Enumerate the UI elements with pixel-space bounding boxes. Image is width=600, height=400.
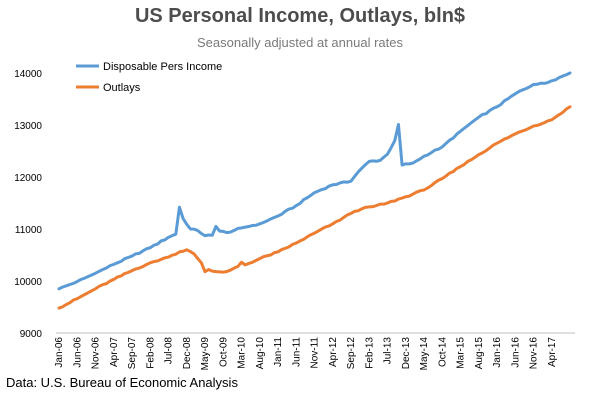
x-tick-label: Nov-16 (529, 337, 540, 370)
x-tick-label: Aug-10 (255, 337, 266, 370)
y-tick-label: 9000 (20, 329, 43, 340)
legend-label: Disposable Pers Income (103, 61, 222, 73)
x-tick-label: Sep-07 (127, 337, 138, 370)
x-tick-label: Feb-13 (364, 337, 375, 369)
x-tick-label: Oct-14 (437, 337, 448, 367)
x-tick-label: Apr-07 (109, 337, 120, 367)
x-tick-label: Sep-12 (346, 337, 357, 370)
source-note: Data: U.S. Bureau of Economic Analysis (6, 375, 238, 390)
y-tick-label: 10000 (14, 277, 42, 288)
x-tick-label: Mar-10 (237, 337, 248, 369)
legend-label: Outlays (103, 82, 141, 94)
x-tick-label: Nov-11 (310, 337, 321, 369)
x-tick-label: Oct-09 (218, 337, 229, 367)
x-tick-label: Dec-08 (182, 337, 193, 370)
x-tick-label: Apr-12 (328, 337, 339, 367)
x-tick-label: Dec-13 (401, 337, 412, 370)
chart-title: US Personal Income, Outlays, bln$ (134, 5, 466, 27)
series-line-disposable-income (57, 71, 572, 291)
chart-subtitle: Seasonally adjusted at annual rates (197, 35, 403, 50)
x-tick-label: Jun-11 (291, 337, 302, 367)
y-tick-label: 12000 (14, 173, 42, 184)
x-tick-label: Jan-16 (492, 337, 503, 368)
x-tick-label: Aug-15 (474, 337, 485, 370)
x-tick-label: Jun-06 (72, 337, 83, 368)
y-tick-label: 14000 (14, 69, 42, 80)
x-tick-label: Jan-11 (273, 337, 284, 367)
x-tick-label: Mar-15 (456, 337, 467, 369)
x-tick-label: May-14 (419, 337, 430, 371)
x-tick-label: Jul-08 (164, 337, 175, 365)
x-tick-label: Feb-08 (145, 337, 156, 369)
y-tick-label: 13000 (14, 121, 42, 132)
x-tick-label: Jun-16 (510, 337, 521, 368)
x-tick-label: May-09 (200, 337, 211, 371)
x-tick-label: Jan-06 (54, 337, 65, 368)
x-tick-label: Jul-13 (383, 337, 394, 365)
y-tick-label: 11000 (15, 225, 43, 236)
x-tick-label: Apr-17 (547, 337, 558, 367)
series-line-outlays (57, 105, 572, 310)
x-tick-label: Nov-06 (91, 337, 102, 370)
